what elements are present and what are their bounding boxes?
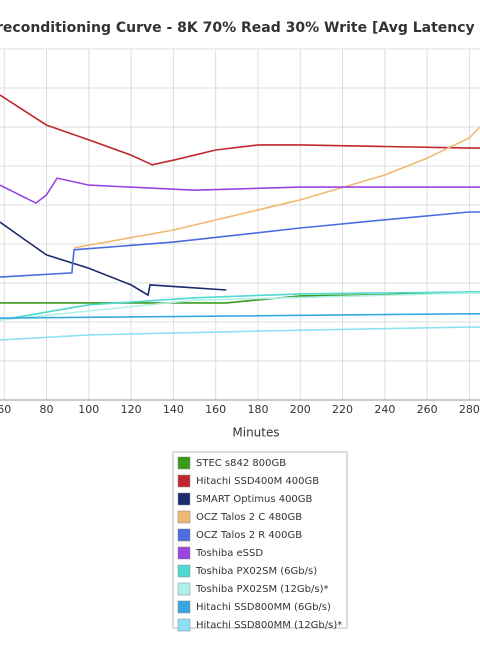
x-tick-label: 120 — [121, 403, 142, 416]
x-tick-label: 160 — [205, 403, 226, 416]
legend-label: OCZ Talos 2 C 480GB — [196, 512, 302, 523]
legend — [172, 451, 348, 629]
legend-label: STEC s842 800GB — [196, 458, 286, 469]
x-tick-label: 280 — [459, 403, 480, 416]
series-line — [0, 313, 480, 319]
legend-swatch — [177, 528, 191, 542]
x-tick-label: 200 — [290, 403, 311, 416]
legend-swatch — [177, 456, 191, 470]
legend-label: OCZ Talos 2 R 400GB — [196, 530, 302, 541]
legend-label: Toshiba PX02SM (6Gb/s) — [195, 566, 317, 577]
x-axis-label: Minutes — [232, 426, 279, 440]
series-line — [0, 177, 480, 205]
x-tick-label: 140 — [163, 403, 184, 416]
series-line — [0, 291, 480, 304]
legend-label: Hitachi SSD800MM (12Gb/s)* — [196, 620, 342, 631]
series-line — [0, 221, 227, 297]
series-line — [0, 291, 480, 321]
legend-swatch — [177, 492, 191, 506]
x-tick-label: 100 — [78, 403, 99, 416]
legend-label: Toshiba eSSD — [195, 548, 263, 559]
legend-label: Hitachi SSD800MM (6Gb/s) — [196, 602, 331, 613]
legend-swatch — [177, 510, 191, 524]
x-tick-label: 60 — [0, 403, 11, 416]
x-tick-label: 240 — [374, 403, 395, 416]
legend-swatch — [177, 618, 191, 632]
series-line — [0, 326, 480, 341]
chart-title: reconditioning Curve - 8K 70% Read 30% W… — [0, 20, 475, 36]
series-line — [0, 211, 480, 278]
legend-swatch — [177, 600, 191, 614]
x-tick-label: 180 — [247, 403, 268, 416]
legend-swatch — [177, 564, 191, 578]
x-tick-label: 260 — [417, 403, 438, 416]
series-line — [0, 94, 480, 166]
x-tick-label: 80 — [40, 403, 54, 416]
series-line — [0, 292, 480, 321]
legend-swatch — [177, 546, 191, 560]
legend-label: Toshiba PX02SM (12Gb/s)* — [195, 584, 328, 595]
legend-swatch — [177, 582, 191, 596]
series-line — [73, 126, 480, 249]
x-tick-label: 220 — [332, 403, 353, 416]
legend-label: Hitachi SSD400M 400GB — [196, 476, 319, 487]
legend-swatch — [177, 474, 191, 488]
legend-label: SMART Optimus 400GB — [196, 494, 313, 505]
